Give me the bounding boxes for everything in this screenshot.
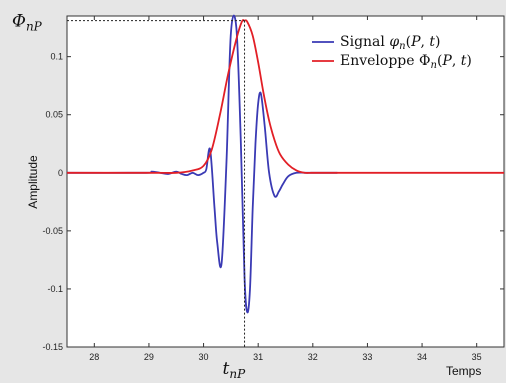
series-line-envelope	[67, 19, 504, 174]
x-tick-label: 31	[253, 352, 263, 362]
y-tick-label: 0	[58, 168, 63, 178]
y-tick-label: 0.05	[45, 110, 63, 120]
annotation-layer: ΦnP tnP	[12, 12, 246, 381]
legend: Signal φn(P, t) Enveloppe Φn(P, t)	[312, 34, 472, 71]
y-tick-label: -0.15	[42, 342, 63, 352]
y-tick-label: -0.1	[47, 284, 63, 294]
legend-label-envelope: Enveloppe Φn(P, t)	[340, 53, 472, 71]
x-tick-label: 34	[417, 352, 427, 362]
x-tick-label: 32	[308, 352, 318, 362]
x-tick-label: 30	[199, 352, 209, 362]
x-axis-title: Temps	[446, 364, 481, 378]
legend-label-signal: Signal φn(P, t)	[340, 34, 441, 52]
peak-time-label: tnP	[223, 359, 247, 381]
series-layer	[66, 14, 504, 314]
x-tick-label: 28	[89, 352, 99, 362]
plot-area	[66, 15, 505, 348]
peak-amplitude-label: ΦnP	[12, 12, 43, 34]
y-axis-title: Amplitude	[26, 155, 40, 209]
y-tick-label: 0.1	[50, 52, 63, 62]
x-tick-label: 29	[144, 352, 154, 362]
x-tick-label: 35	[472, 352, 482, 362]
x-tick-label: 33	[362, 352, 372, 362]
series-line-signal	[66, 14, 338, 314]
x-ticks: 28 29 30 31 32 33 34 35	[89, 16, 482, 362]
y-tick-label: -0.05	[42, 226, 63, 236]
